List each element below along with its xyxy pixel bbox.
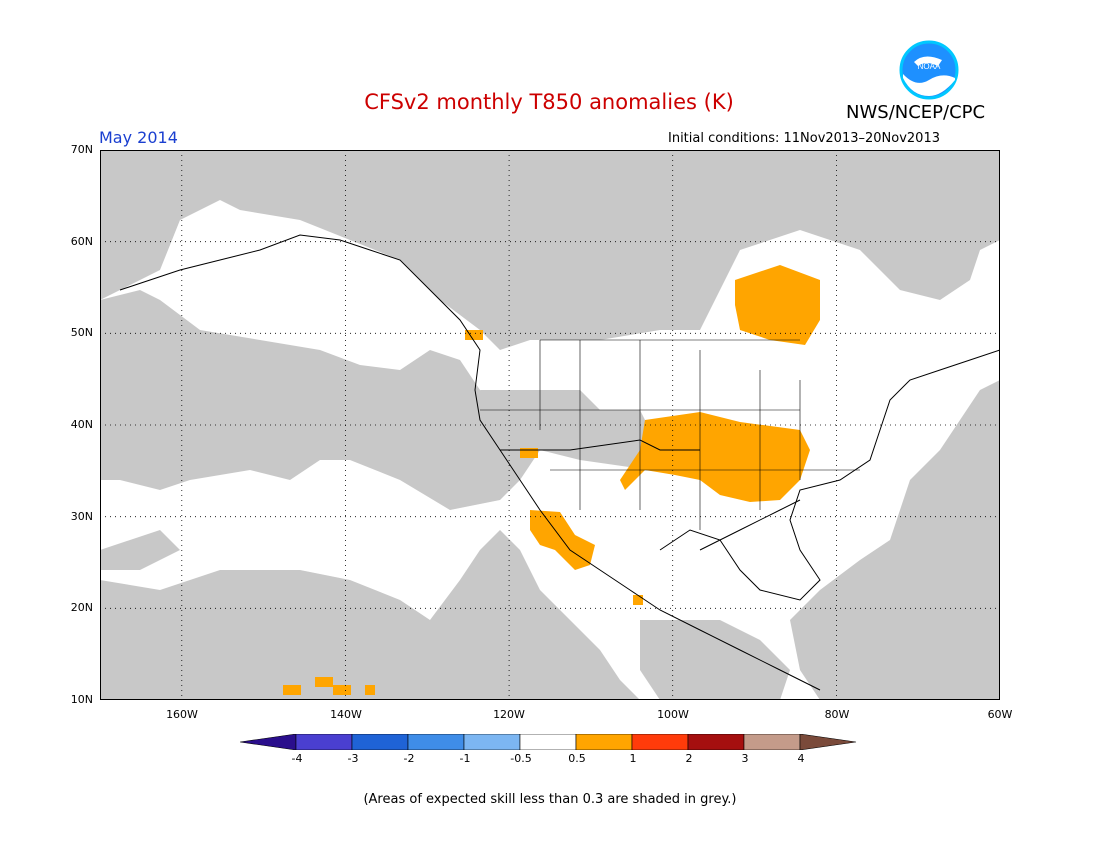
colorbar-cell bbox=[295, 734, 353, 750]
colorbar-label: -3 bbox=[347, 752, 359, 765]
lon-label-120w: 120W bbox=[493, 708, 525, 721]
colorbar-label: 2 bbox=[685, 752, 693, 765]
lat-label-40n: 40N bbox=[70, 418, 93, 431]
state-borders bbox=[480, 339, 860, 530]
skill-mask-grey bbox=[100, 150, 1000, 700]
lon-label-100w: 100W bbox=[657, 708, 689, 721]
colorbar-label: -1 bbox=[459, 752, 471, 765]
colorbar-cell bbox=[743, 734, 801, 750]
colorbar-label: -0.5 bbox=[510, 752, 532, 765]
colorbar-label: -4 bbox=[291, 752, 303, 765]
forecast-month: May 2014 bbox=[99, 128, 178, 147]
lat-label-70n: 70N bbox=[70, 143, 93, 156]
colorbar-cell bbox=[687, 734, 745, 750]
colorbar-cell bbox=[407, 734, 465, 750]
colorbar-label: 1 bbox=[629, 752, 637, 765]
skill-note: (Areas of expected skill less than 0.3 a… bbox=[363, 792, 737, 807]
colorbar-cell bbox=[519, 734, 577, 750]
colorbar-cell bbox=[799, 734, 857, 750]
coastlines bbox=[119, 234, 1000, 691]
organization-label: NWS/NCEP/CPC bbox=[846, 102, 986, 123]
lat-label-60n: 60N bbox=[70, 235, 93, 248]
lat-label-30n: 30N bbox=[70, 510, 93, 523]
lat-label-50n: 50N bbox=[70, 326, 93, 339]
chart-title: CFSv2 monthly T850 anomalies (K) bbox=[364, 90, 734, 114]
noaa-logo-text: NOAA bbox=[918, 62, 941, 71]
colorbar-label: 4 bbox=[797, 752, 805, 765]
lat-label-10n: 10N bbox=[70, 693, 93, 706]
initial-conditions: Initial conditions: 11Nov2013–20Nov2013 bbox=[668, 131, 940, 146]
noaa-logo: NOAA bbox=[899, 40, 959, 100]
colorbar-cell bbox=[351, 734, 409, 750]
colorbar-label: 3 bbox=[741, 752, 749, 765]
lon-label-60w: 60W bbox=[987, 708, 1013, 721]
colorbar-cell bbox=[463, 734, 521, 750]
colorbar-cell bbox=[240, 734, 297, 750]
lon-label-80w: 80W bbox=[824, 708, 850, 721]
colorbar-cell bbox=[631, 734, 689, 750]
lon-label-140w: 140W bbox=[330, 708, 362, 721]
colorbar-label: 0.5 bbox=[568, 752, 586, 765]
graticule bbox=[100, 150, 1000, 700]
lat-label-20n: 20N bbox=[70, 601, 93, 614]
colorbar bbox=[240, 734, 857, 750]
colorbar-label: -2 bbox=[403, 752, 415, 765]
lon-label-160w: 160W bbox=[166, 708, 198, 721]
anomaly-map bbox=[100, 150, 1000, 700]
colorbar-cell bbox=[575, 734, 633, 750]
